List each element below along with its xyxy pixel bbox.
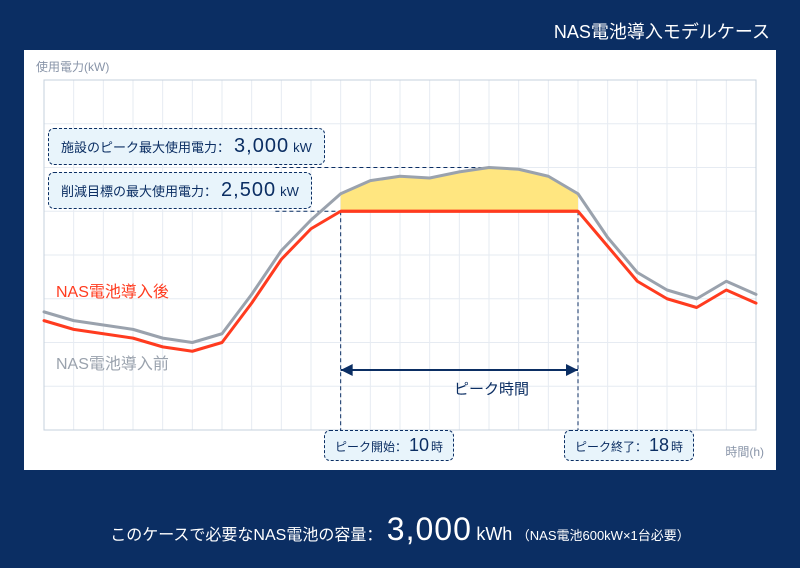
series-label-before: NAS電池導入前 [56,350,169,374]
callout-target-unit: kW [280,184,299,199]
summary-note: （NAS電池600kW×1台必要） [517,528,690,543]
summary-text: このケースで必要なNAS電池の容量： 3,000 kWh （NAS電池600kW… [0,511,800,548]
peak-start-label: ピーク開始： [335,438,407,455]
summary-value: 3,000 [387,511,472,547]
peak-span-label: ピーク時間 [454,378,529,399]
peak-start-value: 10 [409,435,429,456]
callout-peak-value: 3,000 [234,135,289,158]
callout-peak-label: 施設のピーク最大使用電力： [61,137,230,156]
chart-svg [24,50,776,470]
summary-unit: kWh [476,524,512,544]
peak-end-value: 18 [649,435,669,456]
y-axis-label: 使用電力(kW) [36,58,109,75]
callout-peak-start: ピーク開始： 10 時 [324,430,454,461]
chart-area: 使用電力(kW) 時間(h) 施設のピーク最大使用電力： 3,000 kW 削減… [24,50,776,470]
callout-peak-power: 施設のピーク最大使用電力： 3,000 kW [48,128,325,165]
callout-target-value: 2,500 [221,179,276,202]
callout-peak-unit: kW [293,140,312,155]
summary-prefix: このケースで必要なNAS電池の容量： [110,527,382,544]
callout-peak-end: ピーク終了： 18 時 [564,430,694,461]
callout-target-label: 削減目標の最大使用電力： [61,181,217,200]
peak-end-label: ピーク終了： [575,438,647,455]
peak-start-unit: 時 [431,438,443,455]
page-title: NAS電池導入モデルケース [554,18,770,44]
series-label-after: NAS電池導入後 [56,278,169,302]
peak-end-unit: 時 [671,438,683,455]
callout-target-power: 削減目標の最大使用電力： 2,500 kW [48,172,312,209]
x-axis-label: 時間(h) [725,443,764,460]
